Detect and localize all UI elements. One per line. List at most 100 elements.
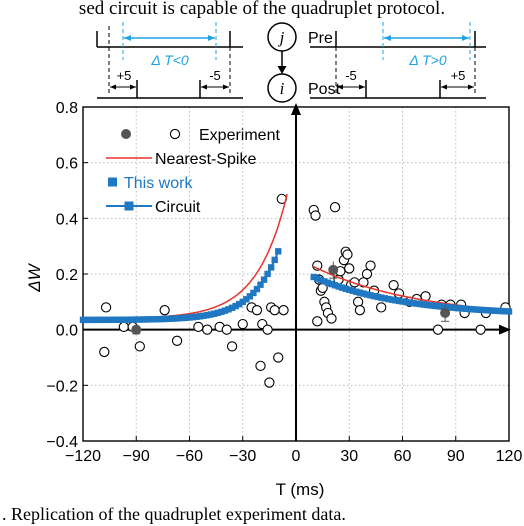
this-work-marker [328, 280, 335, 288]
this-work-marker [189, 313, 197, 321]
this-work-marker [381, 295, 388, 302]
this-work-marker [101, 316, 108, 324]
this-work-marker [275, 248, 282, 255]
this-work-marker [168, 315, 175, 322]
this-work-marker [200, 312, 207, 319]
y-tick-label: −0.2 [46, 378, 78, 395]
this-work-marker [243, 296, 250, 303]
this-work-marker [349, 287, 356, 295]
this-work-marker [477, 306, 484, 314]
this-work-marker [417, 300, 424, 308]
this-work-marker [385, 295, 392, 303]
this-work-marker [97, 316, 104, 324]
y-axis-label: ΔW [25, 262, 44, 292]
bottom-caption: . Replication of the quadruplet experime… [2, 504, 346, 524]
this-work-marker [392, 297, 399, 304]
this-work-marker [484, 307, 491, 314]
post-label: Post [308, 81, 341, 98]
this-work-marker [463, 305, 470, 313]
this-work-marker [321, 278, 328, 285]
this-work-marker [186, 314, 193, 321]
this-work-marker [459, 305, 467, 312]
this-work-marker [370, 292, 378, 300]
this-work-marker [140, 316, 147, 323]
offset-arrow-right-1-head-b [359, 84, 365, 90]
experiment-raw-point [278, 305, 289, 316]
offset-arrow-left-2-head-b [223, 84, 229, 90]
this-work-marker [502, 308, 509, 315]
this-work-marker [470, 306, 477, 313]
experiment-raw-point [344, 263, 355, 274]
offset-label-left-2: -5 [209, 68, 221, 83]
experiment-raw-point [388, 279, 399, 291]
this-work-marker [331, 282, 339, 289]
experiment-raw-point [342, 249, 353, 260]
legend-experiment-label: Experiment [199, 127, 280, 144]
this-work-marker [79, 316, 87, 324]
this-work-marker [129, 316, 136, 323]
this-work-marker [225, 306, 232, 313]
y-tick-label: 0.4 [56, 211, 78, 228]
this-work-marker [94, 316, 101, 324]
this-work-marker [456, 305, 463, 312]
this-work-marker [253, 285, 261, 293]
this-work-marker [267, 264, 275, 271]
x-tick-label: 30 [340, 448, 358, 465]
experiment-raw-point [329, 202, 341, 213]
offset-label-right-1: -5 [345, 68, 357, 83]
experiment-mean-point [440, 307, 451, 318]
legend-circuit-marker [124, 201, 134, 211]
this-work-marker [498, 307, 506, 315]
experiment-raw-point [251, 305, 263, 316]
experiment-raw-point [326, 313, 337, 324]
experiment-raw-point [262, 324, 273, 335]
y-tick-label: −0.4 [46, 434, 78, 451]
y-tick-label: 0.2 [56, 267, 78, 284]
synapse-arrow-head [277, 66, 287, 74]
this-work-marker [363, 291, 371, 298]
experiment-mean-point [131, 324, 142, 335]
this-work-marker [374, 293, 381, 301]
this-work-marker [260, 276, 268, 283]
experiment-raw-point [193, 321, 204, 333]
post-neuron-node [267, 73, 297, 103]
experiment-raw-point [237, 318, 248, 330]
this-work-marker [136, 316, 143, 323]
this-work-marker [406, 299, 413, 306]
experiment-raw-point [221, 324, 232, 335]
experiment-raw-point [393, 288, 405, 299]
this-work-marker [207, 311, 214, 318]
this-work-marker [420, 301, 427, 308]
this-work-marker [480, 306, 488, 314]
this-work-marker [424, 301, 431, 309]
this-work-marker [413, 300, 420, 307]
this-work-marker [395, 297, 403, 305]
this-work-marker [427, 302, 435, 309]
this-work-marker [388, 296, 396, 303]
y-zero-axis-arrow [291, 103, 301, 115]
this-work-marker [324, 279, 332, 286]
y-tick-label: 0.0 [56, 323, 78, 340]
this-work-marker [118, 316, 126, 323]
offset-arrow-right-1-head-a [337, 84, 343, 90]
this-work-marker [228, 304, 236, 312]
this-work-marker [271, 256, 278, 264]
experiment-raw-points [99, 193, 511, 388]
this-work-marker [90, 316, 97, 324]
this-work-marker [409, 299, 417, 307]
offset-arrow-right-2-head-a [441, 84, 447, 90]
this-work-marker [310, 273, 317, 281]
experiment-raw-point [354, 305, 366, 316]
experiment-raw-point [273, 352, 284, 363]
x-tick-label: −30 [229, 448, 256, 465]
this-work-marker [157, 315, 165, 323]
this-work-marker [196, 313, 204, 320]
this-work-marker [211, 310, 218, 317]
this-work-marker [232, 302, 239, 310]
legend: Experiment Nearest-Spike This work Circuit [106, 127, 280, 216]
this-work-marker [111, 316, 119, 323]
this-work-marker [150, 316, 158, 323]
this-work-marker [104, 316, 112, 324]
stdp-chart: −120 −90 −60 −30 0 30 60 90 120 −0.4 −0.2 0.0 0.2 0.4… [25, 100, 522, 499]
